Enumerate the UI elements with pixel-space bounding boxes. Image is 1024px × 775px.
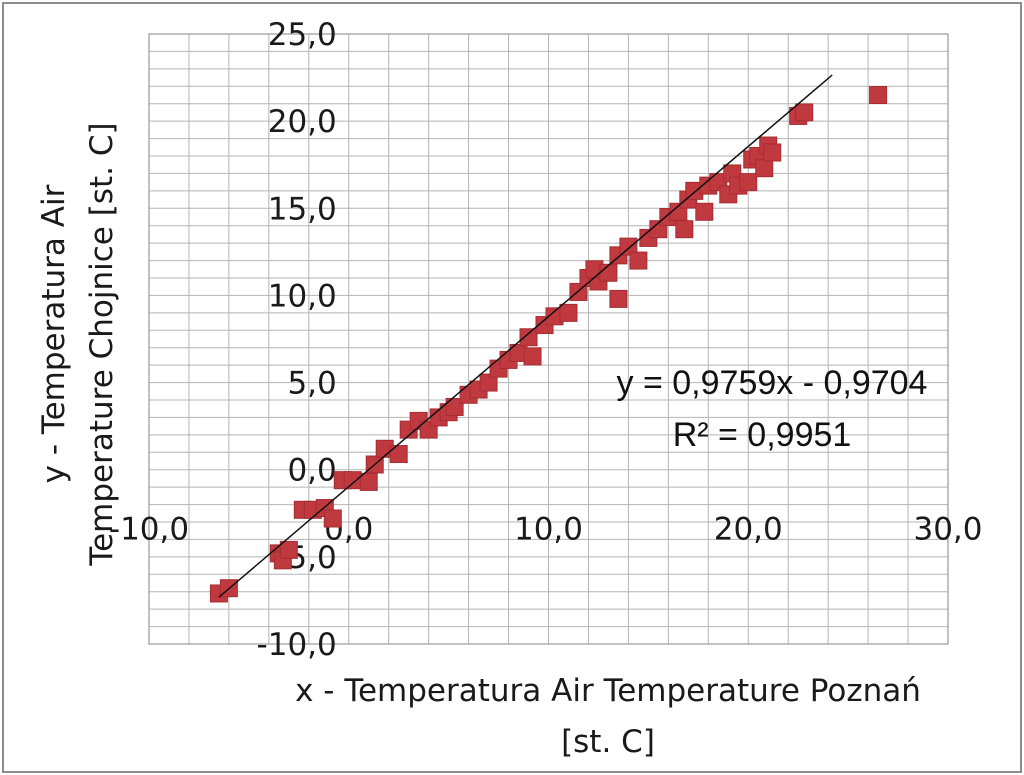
scatter-chart: -10,0 0,0 10,0 20,0 30,0-10,0-5,00,05,010,01… [36, 17, 983, 760]
x-tick-label: -10,0 [109, 512, 189, 548]
data-point [675, 220, 694, 239]
data-point [343, 471, 362, 490]
data-point [523, 347, 542, 366]
data-point [559, 303, 578, 322]
data-point [359, 472, 378, 491]
data-points [209, 86, 888, 603]
data-point [795, 103, 814, 122]
x-axis-title-line-2: [st. C] [561, 724, 655, 760]
data-point [279, 540, 298, 559]
y-axis-title: y - Temperatura Air Temperature Chojnice… [36, 122, 120, 566]
data-point [755, 159, 774, 178]
data-point [445, 397, 464, 416]
data-point [599, 263, 618, 282]
y-tick-label: 5,0 [287, 366, 336, 402]
trendline [218, 74, 833, 598]
y-tick-label: -10,0 [257, 627, 337, 663]
x-axis-title-line-1: x - Temperatura Air Temperature Poznań [295, 673, 921, 709]
plot-area-rect [148, 33, 949, 645]
data-point [695, 202, 714, 221]
data-point [619, 237, 638, 256]
y-tick-label: 20,0 [268, 104, 337, 140]
data-point [389, 445, 408, 464]
trendline-line [218, 74, 833, 598]
plot-area-border [148, 33, 949, 645]
data-point [519, 328, 538, 347]
grid-lines [148, 33, 949, 645]
data-point [869, 86, 888, 104]
data-point [479, 373, 498, 392]
y-axis-title-line-1: y - Temperatura Air [36, 184, 72, 483]
x-axis-title: x - Temperatura Air Temperature Poznań [… [295, 673, 921, 760]
x-tick-label: 30,0 [913, 512, 982, 548]
y-tick-label: 10,0 [268, 278, 337, 314]
data-point [739, 173, 758, 192]
x-tick-label: 20,0 [714, 512, 783, 548]
data-point [323, 509, 342, 528]
data-point [609, 289, 628, 308]
tick-labels: -10,0 0,0 10,0 20,0 30,0-10,0-5,00,05,010,01… [109, 17, 983, 663]
data-point [763, 143, 782, 162]
data-point [629, 251, 648, 270]
x-tick-label: 10,0 [514, 512, 583, 548]
trendline-equation-label: y = 0,9759x - 0,9704 [617, 364, 928, 402]
r-squared-label: R² = 0,9951 [673, 416, 852, 454]
y-tick-label: 15,0 [268, 191, 337, 227]
y-tick-label: 0,0 [287, 453, 336, 489]
y-tick-label: 25,0 [268, 17, 337, 53]
trendline-equation: y = 0,9759x - 0,9704 R² = 0,9951 [617, 364, 928, 454]
y-axis-title-line-2: Temperature Chojnice [st. C] [84, 122, 120, 566]
